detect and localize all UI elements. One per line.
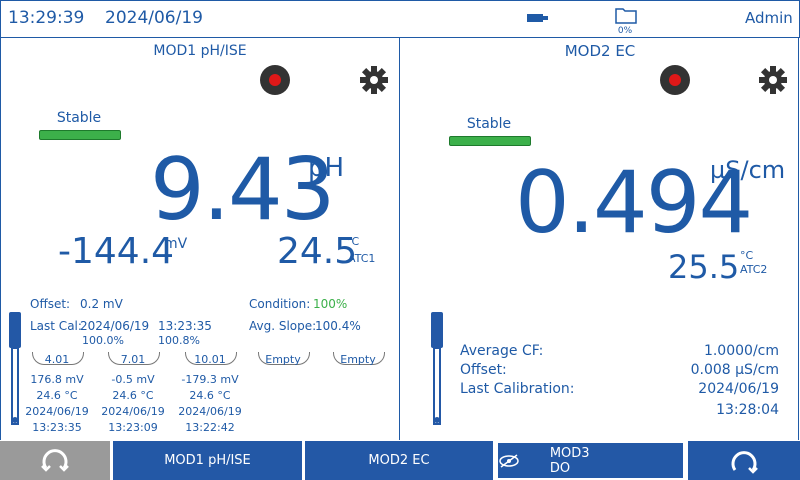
value: 2024/06/19: [80, 319, 150, 333]
value: 0.008 µS/cm: [690, 362, 779, 378]
tab[interactable]: MOD2 EC: [305, 441, 493, 480]
main-value: 0.494: [515, 153, 753, 253]
stability-bar: [449, 136, 531, 146]
record-button[interactable]: [658, 63, 692, 97]
label: Offset:: [30, 297, 71, 311]
tab-label: MOD3 DO: [549, 445, 590, 476]
status: Stable: [466, 116, 512, 132]
label: Offset:: [460, 362, 507, 378]
buffer-label: 10.01: [194, 353, 226, 366]
buffer-mv: -179.3 mV: [181, 373, 239, 386]
buffer-temp: 24.6 °C: [112, 389, 154, 402]
buffer-mv: -0.5 mV: [111, 373, 155, 386]
label: Last Calibration:: [460, 381, 575, 397]
value: 100.0%: [82, 334, 124, 347]
value: 1.0000/cm: [703, 343, 779, 359]
buffer-label: 7.01: [120, 353, 146, 366]
date: 2024/06/19: [105, 8, 203, 28]
refresh-button[interactable]: [688, 441, 800, 480]
panel-title: MOD1 pH/ISE: [153, 43, 247, 59]
buffer-label: 4.01: [44, 353, 70, 366]
folder-icon: [615, 8, 637, 24]
panel-2: [400, 38, 799, 440]
value: 100%: [313, 297, 348, 311]
main-unit: µS/cm: [710, 156, 786, 184]
temperature: 25.5: [668, 248, 740, 286]
buffer-time: 13:23:35: [32, 421, 82, 434]
buffer-label: Empty: [340, 353, 376, 366]
value: 0.2 mV: [80, 297, 123, 311]
value: 2024/06/19: [698, 381, 779, 397]
probe-icon: [431, 312, 443, 425]
tab[interactable]: MOD3 DO: [496, 441, 685, 480]
storage: 0%: [617, 26, 633, 36]
main-value: 9.43: [150, 140, 335, 240]
temperature: 24.5: [277, 231, 358, 272]
back-button[interactable]: [0, 441, 110, 480]
probe: ATC2: [740, 263, 768, 276]
label: Last Cal:: [30, 319, 82, 333]
buffer-time: 13:23:09: [108, 421, 158, 434]
user: Admin: [745, 9, 793, 27]
panel-1: [0, 38, 400, 440]
label: Average CF:: [460, 343, 544, 359]
probe-icon: [9, 312, 21, 425]
tab[interactable]: MOD1 pH/ISE: [113, 441, 302, 480]
hidden-icon: [499, 453, 519, 468]
buffer-date: 2024/06/19: [178, 405, 242, 418]
main-unit: pH: [308, 153, 345, 183]
buffer-label: Empty: [265, 353, 301, 366]
buffer-date: 2024/06/19: [25, 405, 89, 418]
buffer-mv: 176.8 mV: [30, 373, 84, 386]
value: 13:23:35: [158, 319, 212, 333]
label: Condition:: [249, 297, 311, 311]
value: 13:28:04: [716, 402, 779, 418]
settings-button[interactable]: [757, 64, 789, 96]
record-button[interactable]: [258, 63, 292, 97]
settings-button[interactable]: [358, 64, 390, 96]
panel-title: MOD2 EC: [564, 42, 636, 60]
buffer-temp: 24.6 °C: [36, 389, 78, 402]
time: 13:29:39: [8, 8, 85, 28]
value: 100.4%: [315, 319, 361, 333]
buffer-date: 2024/06/19: [101, 405, 165, 418]
stability-bar: [39, 130, 121, 140]
buffer-time: 13:22:42: [185, 421, 235, 434]
refresh-icon: [731, 450, 758, 474]
status: Stable: [56, 110, 102, 126]
mv-unit: mV: [164, 236, 188, 252]
value: 100.8%: [158, 334, 200, 347]
usb-icon: [527, 14, 548, 22]
buffer-temp: 24.6 °C: [189, 389, 231, 402]
refresh-icon: [41, 448, 69, 472]
temperature-unit: °C: [346, 235, 360, 248]
mv-value: -144.4: [58, 231, 175, 272]
temperature-unit: °C: [740, 249, 754, 262]
probe: ATC1: [348, 252, 376, 265]
label: Avg. Slope:: [249, 319, 317, 333]
